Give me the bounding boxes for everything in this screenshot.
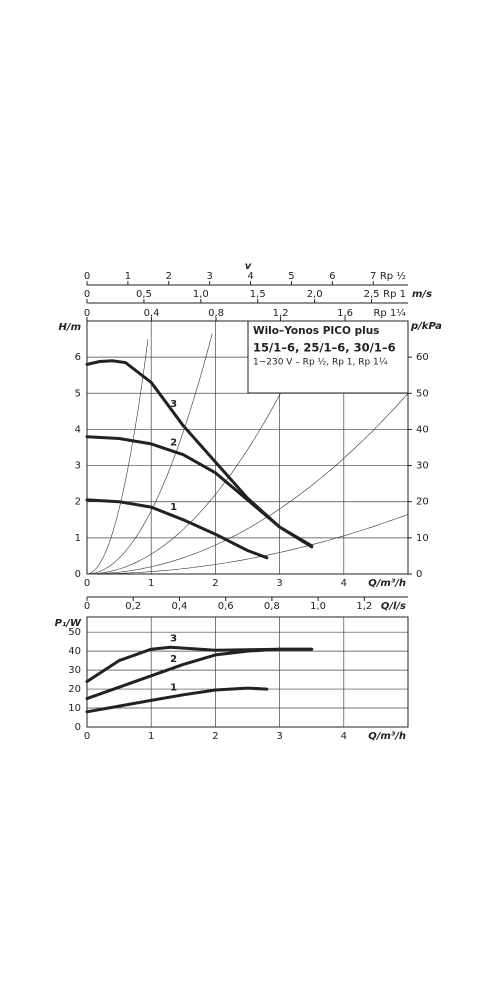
- top-tick-label: 2: [166, 271, 172, 282]
- top-tick-label: 2,5: [364, 289, 380, 300]
- y2-tick-label: 0: [416, 569, 422, 580]
- y2-axis-label: p/kPa: [410, 321, 442, 332]
- pump-curve: [85, 647, 314, 701]
- y-tick-label: 6: [75, 352, 81, 363]
- y2-tick-label: 50: [416, 388, 429, 399]
- top-tick-label: 1,5: [250, 289, 266, 300]
- top-axis-name: Rp 1: [383, 289, 406, 300]
- top-tick-label: 3: [206, 271, 212, 282]
- top-tick-label: 0: [84, 289, 90, 300]
- curve-label: 2: [170, 654, 177, 665]
- top-tick-label: 2,0: [307, 289, 323, 300]
- top-tick-label: 1,6: [337, 308, 353, 319]
- y-tick-label: 0: [75, 569, 81, 580]
- system-curve: [87, 393, 409, 575]
- top-axis-name: Rp 1¼: [373, 307, 406, 319]
- y-tick-label: 2: [75, 497, 81, 508]
- y2-tick-label: 40: [416, 424, 429, 435]
- y-tick-label: 40: [68, 646, 81, 657]
- top-tick-label: 0: [84, 308, 90, 319]
- top-tick-label: 1,2: [273, 308, 289, 319]
- top-tick-label: 4: [247, 271, 253, 282]
- top-unit: m/s: [412, 289, 432, 300]
- y2-tick-label: 20: [416, 497, 429, 508]
- x2-tick-label: 0,2: [125, 601, 141, 612]
- y-tick-label: 10: [68, 703, 81, 714]
- x2-tick-label: 0,8: [264, 601, 280, 612]
- pump-curve: [85, 498, 269, 560]
- system-curve: [87, 514, 409, 575]
- top-tick-label: 7: [370, 271, 376, 282]
- x-tick-label: 2: [212, 578, 218, 589]
- y-tick-label: 20: [68, 684, 81, 695]
- x-tick-label: 4: [341, 578, 347, 589]
- curve-label: 3: [170, 634, 177, 645]
- x2-tick-label: 0: [84, 601, 90, 612]
- x2-tick-label: 1,2: [356, 601, 372, 612]
- y2-tick-label: 10: [416, 533, 429, 544]
- system-curve: [87, 323, 316, 575]
- system-curve: [86, 333, 213, 575]
- x-tick-label: 0: [84, 731, 90, 742]
- y2-tick-label: 30: [416, 461, 429, 472]
- x-tick-label: 1: [148, 578, 154, 589]
- x-tick-label: 4: [341, 731, 347, 742]
- x-tick-label: 0: [84, 578, 90, 589]
- top-tick-label: 0: [84, 271, 90, 282]
- top-tick-label: 0,8: [208, 308, 224, 319]
- curve-label: 3: [170, 399, 177, 410]
- x2-tick-label: 0,6: [218, 601, 234, 612]
- top-axis-label: v: [245, 261, 252, 272]
- y-tick-label: 3: [75, 461, 81, 472]
- y-tick-label: 50: [68, 627, 81, 638]
- x-tick-label: 2: [212, 731, 218, 742]
- y2-tick-label: 60: [416, 352, 429, 363]
- top-tick-label: 0,4: [144, 308, 160, 319]
- x-tick-label: 3: [276, 578, 282, 589]
- top-tick-label: 1,0: [193, 289, 209, 300]
- x-axis-label: Q/m³/h: [368, 578, 406, 589]
- top-axis-name: Rp ½: [380, 270, 406, 282]
- top-tick-label: 5: [288, 271, 294, 282]
- chart-title: Wilo–Yonos PICO plus: [253, 325, 379, 337]
- top-tick-label: 1: [125, 271, 131, 282]
- y-tick-label: 1: [75, 533, 81, 544]
- x-tick-label: 3: [276, 731, 282, 742]
- pump-curve: [85, 686, 269, 714]
- pump-curve: [85, 645, 314, 683]
- system-curve: [86, 339, 149, 575]
- y-tick-label: 5: [75, 388, 81, 399]
- y-tick-label: 0: [75, 722, 81, 733]
- x-tick-label: 1: [148, 731, 154, 742]
- y-axis-label: H/m: [59, 322, 81, 333]
- chart-subtitle: 15/1–6, 25/1–6, 30/1–6: [253, 341, 396, 355]
- x2-tick-label: 1,0: [310, 601, 326, 612]
- top-tick-label: 6: [329, 271, 335, 282]
- pump-curve: [85, 435, 314, 549]
- curve-label: 2: [170, 437, 177, 448]
- curve-label: 1: [170, 502, 177, 513]
- x2-axis-label: Q/l/s: [381, 601, 406, 612]
- chart-note: 1~230 V – Rp ½, Rp 1, Rp 1¼: [253, 358, 388, 368]
- y-tick-label: 30: [68, 665, 81, 676]
- y-tick-label: 4: [75, 424, 81, 435]
- y-axis-label: P₁/W: [55, 618, 82, 629]
- x2-tick-label: 0,4: [171, 601, 187, 612]
- info-box: [247, 320, 409, 394]
- top-tick-label: 0,5: [136, 289, 152, 300]
- curve-label: 1: [170, 682, 177, 693]
- x-axis-label: Q/m³/h: [368, 731, 406, 742]
- plot-frame: [86, 616, 409, 728]
